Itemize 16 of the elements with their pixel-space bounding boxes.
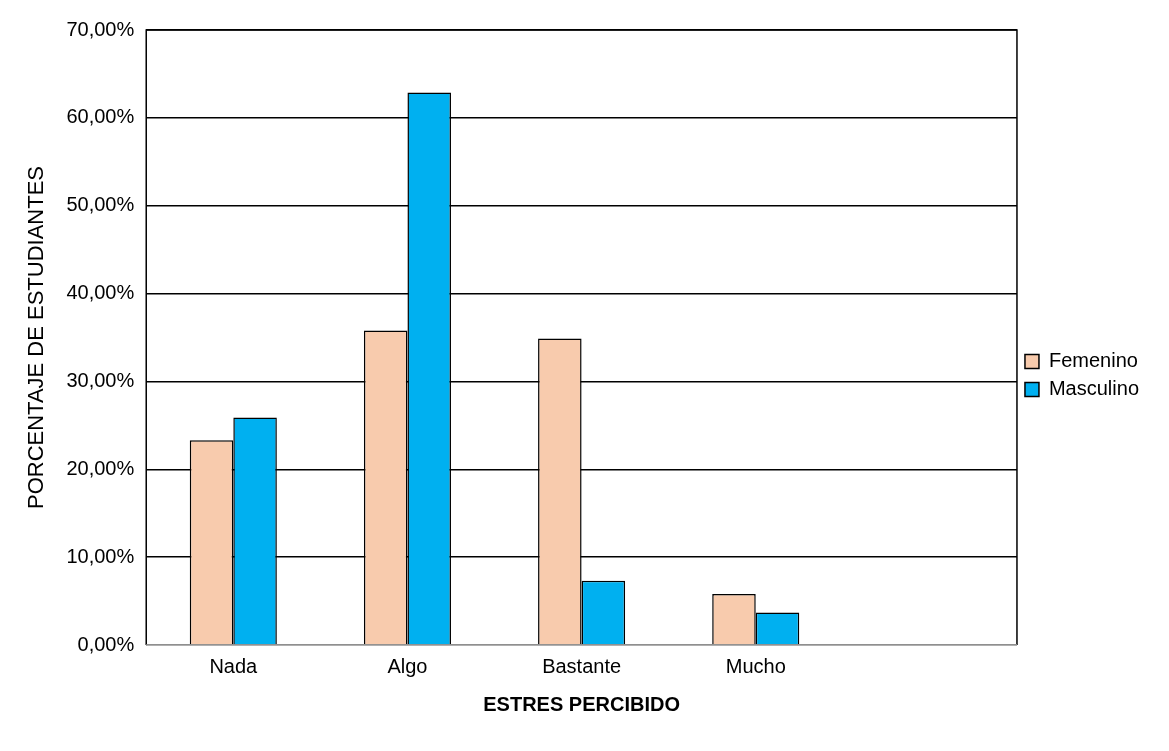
y-tick-label: 10,00%	[66, 544, 135, 567]
y-tick-label: 20,00%	[66, 456, 135, 479]
y-axis-title: PORCENTAJE DE ESTUDIANTES	[23, 165, 49, 510]
x-tick-label: Nada	[209, 654, 259, 677]
y-tick-label: 50,00%	[66, 193, 135, 216]
legend-label: Femenino	[1048, 349, 1138, 372]
y-tick-label: 40,00%	[66, 281, 135, 304]
x-axis-title: ESTRES PERCIBIDO	[483, 692, 680, 715]
y-tick-label: 70,00%	[66, 17, 135, 40]
y-tick-label: 0,00%	[77, 632, 135, 655]
x-tick-label: Algo	[387, 654, 428, 677]
y-tick-label: 60,00%	[66, 105, 135, 128]
x-tick-label: Mucho	[725, 654, 786, 677]
x-tick-label: Bastante	[542, 654, 622, 677]
legend-label: Masculino	[1048, 377, 1140, 400]
y-tick-label: 30,00%	[66, 368, 135, 391]
